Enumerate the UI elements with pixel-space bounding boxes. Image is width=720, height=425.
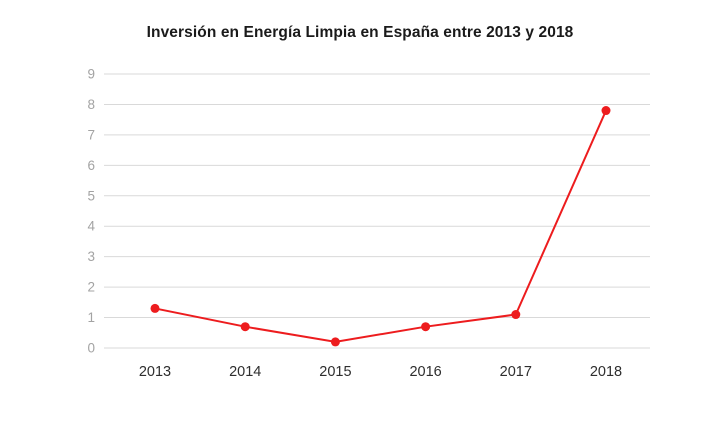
- y-tick-label: 1: [87, 310, 95, 325]
- data-point: [511, 310, 521, 320]
- y-tick-label: 3: [87, 249, 95, 264]
- y-tick-label: 4: [87, 219, 95, 234]
- y-tick-label: 5: [87, 188, 95, 203]
- y-tick-label: 2: [87, 280, 95, 295]
- y-tick-label: 6: [87, 158, 95, 173]
- data-point: [421, 322, 431, 332]
- x-tick-label: 2017: [500, 364, 532, 380]
- y-tick-label: 9: [87, 67, 95, 82]
- y-tick-label: 8: [87, 97, 95, 112]
- data-point: [150, 303, 160, 313]
- chart-title: Inversión en Energía Limpia en España en…: [146, 24, 574, 41]
- x-tick-label: 2014: [229, 364, 261, 380]
- x-tick-label: 2016: [409, 364, 441, 380]
- x-tick-label: 2015: [319, 364, 351, 380]
- data-point: [240, 322, 250, 332]
- y-tick-label: 0: [87, 341, 95, 356]
- x-tick-label: 2018: [590, 364, 622, 380]
- data-line: [154, 110, 607, 343]
- y-tick-label: 7: [87, 127, 95, 142]
- data-point: [330, 337, 340, 347]
- x-tick-label: 2013: [139, 364, 171, 380]
- data-point: [601, 106, 611, 116]
